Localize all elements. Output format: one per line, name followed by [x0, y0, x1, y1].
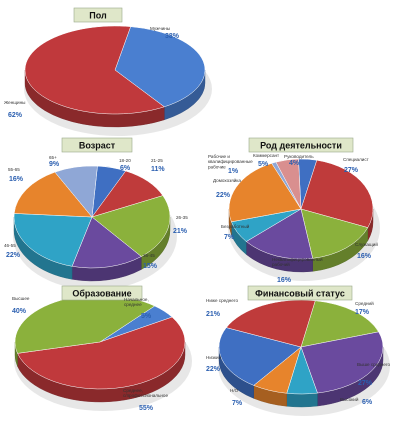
pie-chart-1: Пол Мужчины 38% Женщины 62% — [4, 7, 206, 128]
slice-label-низкий: Низкий — [206, 354, 222, 360]
slice-percent-46-55: 22% — [6, 252, 21, 259]
pie-slice-среднее-с-профессиональное — [17, 316, 186, 390]
pie-slice-служащий — [300, 208, 369, 259]
slice-percent-18-20: 6% — [120, 165, 131, 172]
slice-label-начальное-среднее: Начальное, среднее — [124, 297, 149, 307]
pie-slice-26-35 — [91, 195, 171, 257]
pie-slice-домохозяйка — [228, 163, 302, 223]
slice-label-руководитель: Руководитель — [284, 154, 314, 159]
pie-slice-55-65 — [13, 171, 93, 218]
slice-percent-безработный: 7% — [224, 234, 235, 241]
slice-label-служащий: Служащий — [355, 241, 378, 247]
slice-percent-низкий: 22% — [206, 366, 221, 373]
pie-side-высокий — [286, 392, 318, 408]
pie-slice-46-55 — [13, 213, 93, 267]
slice-percent-ниже-среднего: 21% — [206, 311, 221, 318]
slice-percent-служащий: 16% — [357, 253, 372, 260]
pie-slice-65 — [54, 165, 98, 218]
slice-label-55-65: 55-65 — [8, 167, 20, 172]
pie-slice-коммерсант — [275, 158, 302, 210]
pie-slice-неквалифицированный-рабочий — [245, 208, 314, 260]
slice-percent-н-о: 7% — [232, 400, 243, 407]
chart-title: Род деятельности — [260, 140, 342, 150]
pie-slice-женщины — [24, 25, 165, 115]
slice-label-специалист: Специалист — [343, 157, 370, 162]
slice-percent-женщины: 62% — [8, 112, 23, 119]
slice-percent-руководитель: 4% — [289, 160, 300, 167]
slice-label-домохозяйка: Домохозяйка — [213, 177, 241, 183]
slice-label-безработный: Безработный — [221, 223, 250, 229]
chart-title-box — [61, 137, 133, 153]
slice-percent-26-35: 21% — [173, 228, 188, 235]
slice-percent-неквалифицированный-рабочий: 16% — [277, 277, 292, 284]
slice-label-коммерсант: Коммерсант — [253, 153, 280, 158]
slice-percent-55-65: 16% — [9, 176, 24, 183]
slice-label-18-20: 18-20 — [119, 158, 131, 163]
pie-chart-2: Возраст 18-20 6% 21-25 11% 26-35 21% 36-45 15% 46… — [4, 137, 188, 282]
slice-percent-коммерсант: 5% — [258, 161, 269, 168]
slice-percent-специалист: 27% — [344, 167, 359, 174]
slice-percent-36-45: 15% — [143, 263, 158, 270]
slice-label-средний: Средний — [355, 300, 374, 306]
slice-label-36-45: 36-45 — [143, 253, 155, 258]
pie-slice-специалист — [300, 159, 374, 228]
chart-title-box — [248, 137, 354, 153]
slice-percent-мужчины: 38% — [165, 33, 180, 40]
slice-label-65: 65+ — [49, 155, 57, 160]
slice-label-26-35: 26-35 — [176, 215, 188, 220]
slice-label-мужчины: Мужчины — [150, 26, 170, 31]
slice-label-46-55: 46-55 — [4, 243, 16, 248]
slice-percent-высшее: 40% — [12, 308, 27, 315]
slice-label-ниже-среднего: Ниже среднего — [206, 298, 238, 303]
slice-label-высокий: Высокий — [340, 396, 359, 402]
slice-percent-21-25: 11% — [151, 166, 165, 173]
slice-percent-средний: 17% — [355, 309, 370, 316]
pie-slice-низкий — [218, 327, 302, 386]
slice-label-неквалифицированный-рабочий: Неквалифицированный рабочий — [272, 256, 323, 267]
slice-percent-домохозяйка: 22% — [216, 192, 231, 199]
pie-slice-выше-среднего — [300, 331, 384, 394]
slice-percent-высокий: 6% — [362, 399, 373, 406]
slice-percent-начальное-среднее: 5% — [141, 313, 152, 320]
chart-title-box — [247, 285, 353, 301]
slice-label-рабочие-и-квалифицированные-рабочие: Рабочие и квалифицированные рабочие — [208, 154, 253, 169]
chart-title: Пол — [89, 10, 107, 20]
chart-title-box — [73, 7, 123, 23]
slice-label-высшее: Высшее — [12, 296, 30, 301]
slice-label-21-25: 21-25 — [151, 158, 163, 163]
slice-label-среднее-с-профессиональное: Среднее, с/профессиональное — [123, 388, 168, 398]
pie-chart-5: Финансовый статус Средний 17% Выше среднего… — [206, 285, 391, 408]
slice-percent-выше-среднего: 27% — [358, 380, 373, 387]
chart-title-box — [61, 285, 143, 301]
slice-label-н-о: Н/О — [230, 388, 239, 393]
pie-slice-36-45 — [71, 216, 142, 269]
chart-title: Финансовый статус — [255, 288, 345, 298]
slice-label-выше-среднего: Выше среднего — [357, 362, 391, 367]
slice-percent-рабочие-и-квалифицированные-рабочие: 1% — [228, 168, 239, 175]
slice-label-женщины: Женщины — [4, 100, 25, 105]
chart-title: Образование — [72, 288, 131, 298]
slice-percent-среднее-с-профессиональное: 55% — [139, 405, 154, 412]
chart-title: Возраст — [79, 140, 116, 150]
slice-percent-65: 9% — [49, 161, 60, 168]
